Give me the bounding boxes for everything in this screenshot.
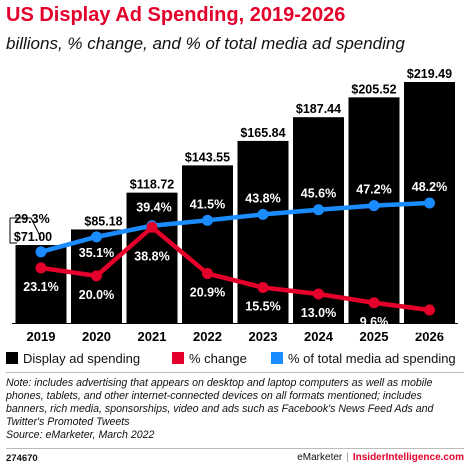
brand-separator: |: [346, 452, 349, 463]
point-percent-change-2024: [313, 288, 324, 300]
bar-value-label: $219.49: [407, 67, 452, 81]
x-tick-2021: 2021: [138, 329, 167, 344]
change-label: 13.0%: [301, 306, 336, 320]
bar-value-label: $118.72: [130, 178, 175, 192]
chart-id: 274670: [6, 453, 38, 464]
change-label: 9.6%: [360, 315, 389, 329]
x-tick-2023: 2023: [249, 329, 278, 344]
x-tick-2025: 2025: [360, 329, 389, 344]
legend-swatch-black: [6, 352, 18, 364]
change-label: 20.0%: [79, 288, 114, 302]
change-label: 23.1%: [23, 280, 58, 294]
x-tick-2020: 2020: [82, 329, 111, 344]
divider-top: [6, 372, 464, 373]
point-percent-change-2020: [91, 270, 102, 282]
legend-item-display-ad-spending: Display ad spending: [6, 349, 140, 367]
source-text: Source: eMarketer, March 2022: [6, 429, 155, 441]
x-tick-2026: 2026: [415, 329, 444, 344]
chart-subtitle: billions, % change, and % of total media…: [6, 34, 405, 53]
x-tick-2022: 2022: [193, 329, 222, 344]
point-percent-change-2019: [35, 262, 47, 274]
x-tick-2019: 2019: [27, 329, 56, 344]
bar-2022: [182, 165, 233, 323]
point-percent-of-total-2023: [257, 208, 269, 220]
legend-label: Display ad spending: [23, 350, 141, 366]
series-line-percent-of-total: [40, 200, 430, 255]
bar-value-label: $85.18: [84, 214, 122, 228]
legend-label: % of total media ad spending: [288, 350, 456, 366]
point-percent-of-total-2026: [424, 197, 435, 209]
share-label: 29.3%: [14, 212, 49, 226]
bar-value-label: $71.00: [14, 230, 52, 244]
bar-2023: [237, 140, 289, 323]
series-line-percent-change: [40, 225, 430, 313]
chart-title: US Display Ad Spending, 2019-2026: [6, 4, 346, 26]
point-percent-of-total-2022: [202, 214, 213, 226]
change-label: 20.9%: [190, 286, 225, 300]
x-tick-2024: 2024: [304, 329, 334, 344]
point-percent-change-2026: [424, 304, 435, 316]
point-percent-of-total-2020: [91, 231, 102, 243]
chart-note: Note: includes advertising that appears …: [6, 377, 464, 442]
footer-brand: eMarketer | InsiderIntelligence.com: [297, 452, 464, 463]
change-label: 6.8%: [415, 322, 444, 336]
bar-2019: [15, 245, 67, 323]
legend-item-percent-change: % change: [172, 349, 247, 367]
point-percent-change-2022: [202, 268, 213, 280]
point-percent-of-total-2025: [368, 200, 380, 212]
callout-line-2019-share: [10, 217, 42, 239]
brand-insiderintelligence: InsiderIntelligence.com: [352, 452, 464, 463]
share-label: 48.2%: [412, 180, 447, 194]
bar-value-label: $143.55: [185, 150, 230, 164]
point-percent-change-2023: [257, 282, 269, 294]
bar-value-label: $205.52: [351, 82, 396, 96]
chart-legend: Display ad spending % change % of total …: [6, 349, 468, 367]
share-label: 41.5%: [190, 197, 225, 211]
point-percent-of-total-2024: [313, 204, 324, 216]
point-percent-of-total-2019: [35, 246, 47, 258]
brand-emarketer: eMarketer: [297, 452, 343, 463]
bar-value-label: $187.44: [296, 102, 341, 116]
legend-swatch-red: [172, 352, 184, 364]
change-label: 15.5%: [245, 300, 280, 314]
share-label: 43.8%: [245, 191, 280, 205]
share-label: 47.2%: [356, 183, 391, 197]
bar-2021: [126, 192, 178, 323]
point-percent-change-2025: [368, 297, 380, 309]
share-label: 39.4%: [136, 201, 171, 215]
point-percent-change-2021: [146, 221, 158, 233]
change-label: 38.8%: [134, 249, 169, 263]
legend-swatch-blue: [271, 352, 283, 364]
callout-line-2019-bar: [9, 218, 17, 244]
divider-bottom: [6, 448, 464, 449]
share-label: 35.1%: [79, 246, 114, 260]
note-text: Note: includes advertising that appears …: [6, 377, 434, 428]
legend-label: % change: [189, 350, 247, 366]
share-label: 45.6%: [301, 187, 336, 201]
legend-item-percent-total: % of total media ad spending: [271, 349, 456, 367]
bar-value-label: $165.84: [240, 126, 285, 140]
